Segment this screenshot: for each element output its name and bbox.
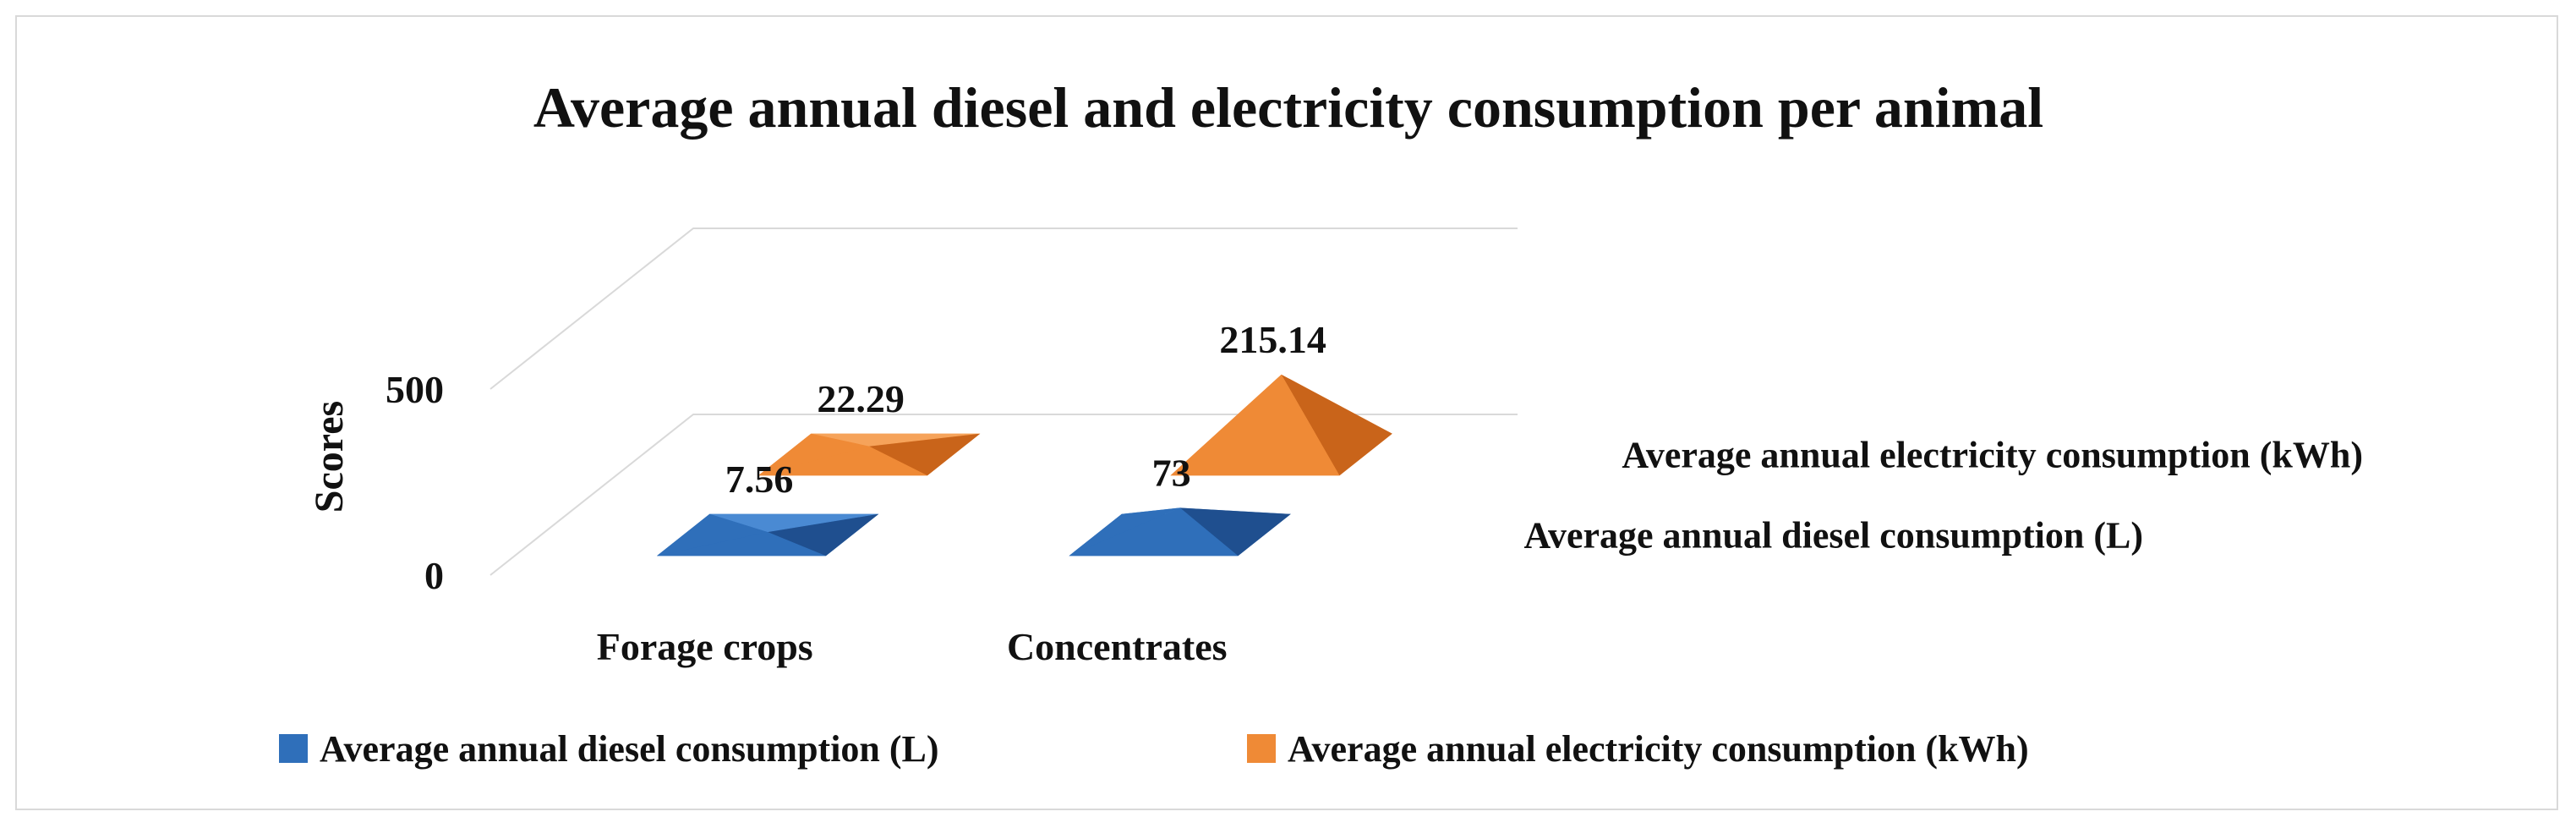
pyramid-front-face [1069,507,1239,557]
pyramid-mark [656,513,879,557]
legend-label: Average annual diesel consumption (L) [320,728,939,770]
data-labels: 22.29 215.14 7.56 73 [725,318,1326,501]
pyramid-front-face [656,532,826,557]
pyramid-right-face [1281,374,1392,476]
y-tick-label: 500 [386,368,444,411]
pyramid-left-face [757,433,870,476]
gridlines [489,228,1518,576]
pyramid-mark [1170,374,1392,476]
pyramid-left-face [1069,507,1180,557]
chart-title: Average annual diesel and electricity co… [533,75,2043,140]
data-marks [656,374,1392,557]
y-tick-label: 0 [424,554,444,597]
pyramid-left-face [656,513,768,557]
category-label: Concentrates [1007,625,1228,668]
pyramid-right-face [768,513,879,557]
data-label: 73 [1152,451,1191,494]
legend-swatch [279,734,308,763]
legend-label: Average annual electricity consumption (… [1288,728,2029,770]
category-labels: Forage crops Concentrates [597,625,1228,668]
legend-item: Average annual diesel consumption (L) [279,728,939,770]
category-label: Forage crops [597,625,813,668]
pyramid-front-face [757,446,927,476]
y-axis-label: Scores [307,401,352,513]
legend-swatch [1247,734,1276,763]
legend-item: Average annual electricity consumption (… [1247,728,2029,770]
series-axis-labels: Average annual diesel consumption (L) Ave… [1523,435,2363,557]
y-axis-ticks: 0 500 [386,368,444,597]
pyramid-mark [1069,507,1291,557]
gridline-500 [489,228,1518,390]
pyramid-right-face [1179,507,1291,557]
series-axis-label: Average annual diesel consumption (L) [1523,515,2143,557]
pyramid-back-face [709,513,879,533]
chart-canvas: Average annual diesel and electricity co… [279,75,2363,770]
legend: Average annual diesel consumption (L) Ave… [279,728,2029,770]
data-label: 215.14 [1219,318,1326,361]
pyramid-front-face [1170,374,1340,476]
chart-frame: Average annual diesel and electricity co… [15,15,2558,810]
pyramid-mark [757,433,981,476]
pyramid-back-face [811,433,981,447]
series-axis-label: Average annual electricity consumption (… [1622,435,2363,476]
data-label: 7.56 [725,458,794,501]
pyramid-right-face [869,433,981,476]
data-label: 22.29 [817,377,905,420]
